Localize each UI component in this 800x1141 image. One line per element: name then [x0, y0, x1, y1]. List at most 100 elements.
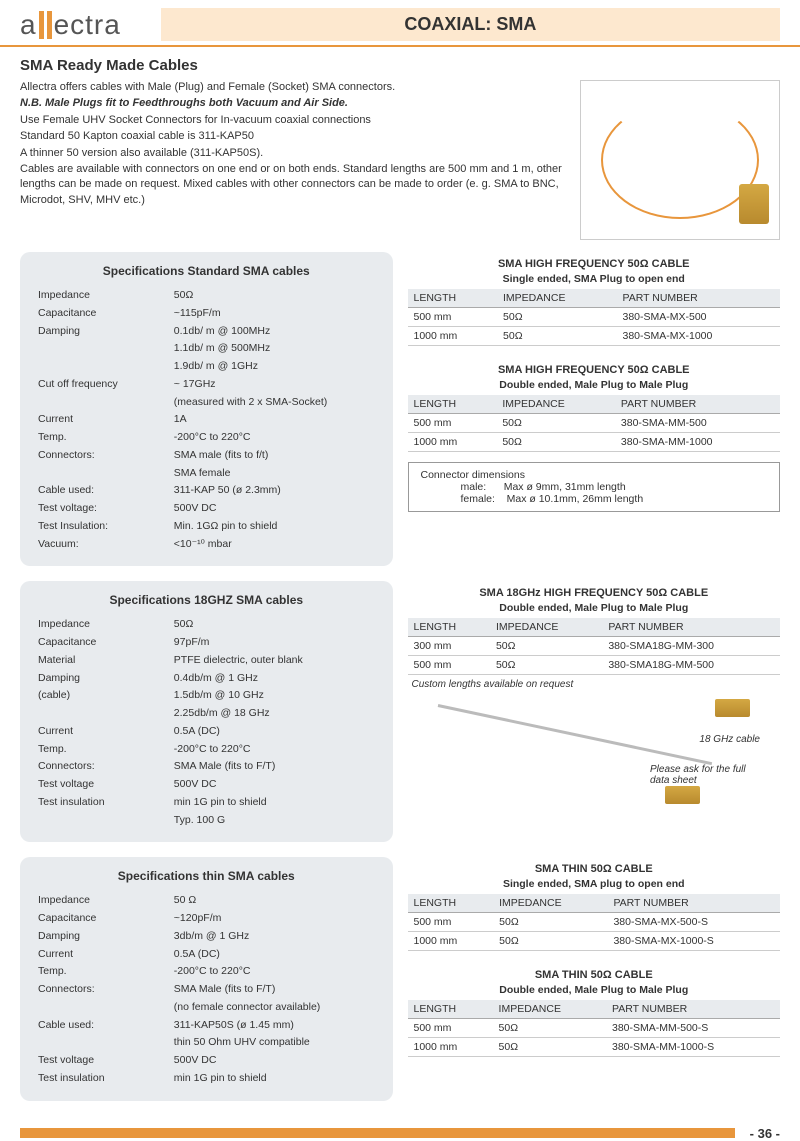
conn-title: Connector dimensions: [421, 469, 768, 481]
table-row: 500 mm50Ω380-SMA-MX-500: [408, 308, 781, 327]
spec-val: SMA Male (fits to F/T): [174, 982, 375, 998]
spec-box-18ghz: Specifications 18GHZ SMA cables Impedanc…: [20, 581, 393, 842]
spec-row: Test insulationmin 1G pin to shield: [38, 1071, 375, 1087]
spec-row: Connectors:SMA Male (fits to F/T): [38, 982, 375, 998]
spec-val: 2.25db/m @ 18 GHz: [174, 706, 375, 722]
part-table: LENGTHIMPEDANCEPART NUMBER500 mm50Ω380-S…: [408, 395, 781, 452]
spec-key: Damping: [38, 324, 172, 340]
spec-row: Test voltage:500V DC: [38, 501, 375, 517]
spec-title: Specifications 18GHZ SMA cables: [36, 593, 377, 607]
table-header-row: LENGTHIMPEDANCEPART NUMBER: [408, 395, 781, 414]
spec-row: Damping0.1db/ m @ 100MHz: [38, 324, 375, 340]
cell-length: 500 mm: [408, 656, 490, 675]
connector-icon: [715, 699, 750, 717]
spec-val: ~ 17GHz: [174, 377, 375, 393]
cell-partnumber: 380-SMA-MX-500-S: [607, 913, 780, 932]
spec-key: Test voltage: [38, 1053, 172, 1069]
spec-val: min 1G pin to shield: [174, 795, 375, 811]
col-impedance: IMPEDANCE: [496, 395, 615, 414]
table-row: 1000 mm50Ω380-SMA-MM-1000-S: [408, 1038, 781, 1057]
spec-key: Temp.: [38, 430, 172, 446]
cell-partnumber: 380-SMA-MM-1000: [615, 433, 780, 452]
spec-row: Temp.-200°C to 220°C: [38, 430, 375, 446]
intro-line-bold: N.B. Male Plugs fit to Feedthroughs both…: [20, 96, 565, 111]
spec-key: Current: [38, 947, 172, 963]
spec-val: 0.5A (DC): [174, 947, 375, 963]
spec-table: Impedance50ΩCapacitance~115pF/mDamping0.…: [36, 286, 377, 554]
img-note: Please ask for the full data sheet: [650, 764, 760, 786]
spec-row: Temp.-200°C to 220°C: [38, 964, 375, 980]
logo-text-left: a: [20, 9, 37, 41]
spec-row: 1.9db/ m @ 1GHz: [38, 359, 375, 375]
spec-title: Specifications Standard SMA cables: [36, 264, 377, 278]
spec-key: [38, 813, 172, 829]
spec-key: Capacitance: [38, 911, 172, 927]
spec-val: -200°C to 220°C: [174, 964, 375, 980]
spec-row: Test Insulation:Min. 1GΩ pin to shield: [38, 519, 375, 535]
col-impedance: IMPEDANCE: [493, 1000, 606, 1019]
spec-row: SMA female: [38, 466, 375, 482]
table-row: 300 mm50Ω380-SMA18G-MM-300: [408, 637, 781, 656]
page-number: - 36 -: [750, 1126, 780, 1141]
spec-val: 0.5A (DC): [174, 724, 375, 740]
spec-row: Cut off frequency~ 17GHz: [38, 377, 375, 393]
spec-row: Connectors:SMA Male (fits to F/T): [38, 759, 375, 775]
cell-partnumber: 380-SMA-MX-500: [616, 308, 780, 327]
col-length: LENGTH: [408, 289, 498, 308]
page-title: COAXIAL: SMA: [161, 8, 780, 41]
spec-row: Cable used:311-KAP50S (ø 1.45 mm): [38, 1018, 375, 1034]
spec-key: (cable): [38, 688, 172, 704]
cable-subtitle: Double ended, Male Plug to Male Plug: [408, 984, 781, 1000]
spec-key: Connectors:: [38, 448, 172, 464]
spec-val: PTFE dielectric, outer blank: [174, 653, 375, 669]
spec-val: ~115pF/m: [174, 306, 375, 322]
spec-key: Impedance: [38, 617, 172, 633]
spec-key: [38, 466, 172, 482]
cell-partnumber: 380-SMA-MX-1000-S: [607, 932, 780, 951]
cell-length: 1000 mm: [408, 932, 494, 951]
spec-key: Current: [38, 724, 172, 740]
spec-row: Connectors:SMA male (fits to f/t): [38, 448, 375, 464]
spec-key: Test voltage: [38, 777, 172, 793]
spec-val: <10⁻¹⁰ mbar: [174, 537, 375, 553]
cell-impedance: 50Ω: [496, 433, 615, 452]
section-title: SMA Ready Made Cables: [20, 57, 780, 74]
spec-row: Current1A: [38, 412, 375, 428]
spec-row: Capacitance~120pF/m: [38, 911, 375, 927]
spec-row: thin 50 Ohm UHV compatible: [38, 1035, 375, 1051]
spec-row: (no female connector available): [38, 1000, 375, 1016]
spec-key: Cable used:: [38, 483, 172, 499]
cell-length: 1000 mm: [408, 433, 497, 452]
ghz-cable-image: 18 GHz cable Please ask for the full dat…: [408, 694, 781, 814]
intro-line: Cables are available with connectors on …: [20, 162, 565, 208]
spec-val: 50Ω: [174, 617, 375, 633]
spec-row: Typ. 100 G: [38, 813, 375, 829]
col-partnumber: PART NUMBER: [615, 395, 780, 414]
cable-coil-image: [580, 80, 780, 240]
spec-key: [38, 395, 172, 411]
col-partnumber: PART NUMBER: [602, 618, 780, 637]
cell-partnumber: 380-SMA18G-MM-300: [602, 637, 780, 656]
page-header: a ectra COAXIAL: SMA: [0, 0, 800, 47]
col-length: LENGTH: [408, 618, 490, 637]
logo-text-right: ectra: [54, 9, 121, 41]
conn-male-label: male:: [461, 481, 487, 493]
table-row: 500 mm50Ω380-SMA-MM-500: [408, 414, 781, 433]
spec-key: Connectors:: [38, 759, 172, 775]
spec-key: Damping: [38, 929, 172, 945]
table-header-row: LENGTHIMPEDANCEPART NUMBER: [408, 894, 781, 913]
spec-key: Current: [38, 412, 172, 428]
cell-length: 300 mm: [408, 637, 490, 656]
spec-val: 500V DC: [174, 777, 375, 793]
col-length: LENGTH: [408, 894, 494, 913]
table-row: 1000 mm50Ω380-SMA-MM-1000: [408, 433, 781, 452]
spec-key: [38, 706, 172, 722]
col-impedance: IMPEDANCE: [497, 289, 616, 308]
cable-subtitle: Single ended, SMA plug to open end: [408, 878, 781, 894]
cell-impedance: 50Ω: [497, 327, 616, 346]
spec-key: Material: [38, 653, 172, 669]
cell-impedance: 50Ω: [493, 913, 607, 932]
connector-icon: [665, 786, 700, 804]
spec-val: 1A: [174, 412, 375, 428]
spec-key: Capacitance: [38, 306, 172, 322]
